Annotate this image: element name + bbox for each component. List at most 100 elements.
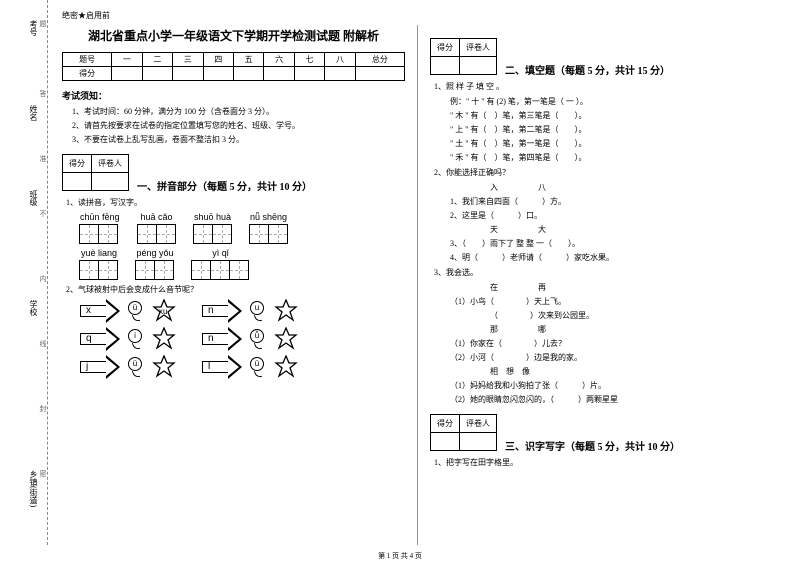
margin-label: 学校 <box>28 300 39 316</box>
arrow-icon: n <box>202 327 242 351</box>
margin-seal: 准 <box>38 155 48 162</box>
pinyin: yì qǐ <box>192 248 249 258</box>
fill-q2: 2、你能选择正确吗？ <box>434 167 773 178</box>
th: 总分 <box>355 53 404 67</box>
th: 三 <box>173 53 203 67</box>
fill-line: 4、明（ ）老师请（ ）家吃水果。 <box>450 252 773 263</box>
fill-line: " 上 " 有（ ）笔，第二笔是（ ）。 <box>450 124 773 135</box>
arrow-icon: n <box>202 299 242 323</box>
confidential-label: 绝密★启用前 <box>62 10 405 21</box>
pinyin: chūn fēng <box>80 212 120 222</box>
balloon-row: q i n ǚ <box>80 327 405 351</box>
exam-title: 湖北省重点小学一年级语文下学期开学检测试题 附解析 <box>62 27 405 44</box>
option-row: 天大 <box>490 224 773 235</box>
balloon-icon: u <box>250 301 266 321</box>
pinyin-row-2: yuè liang péng yǒu yì qǐ <box>80 248 405 280</box>
star-icon <box>274 355 298 379</box>
th: 二 <box>142 53 172 67</box>
arrow-icon: j <box>80 355 120 379</box>
column-right: 得分评卷人 二、填空题（每题 5 分，共计 15 分） 1、照 样 子 填 空 … <box>418 10 785 545</box>
td <box>112 67 142 81</box>
option-row: 相 想 像 <box>490 366 773 377</box>
margin-seal: 密 <box>38 470 48 477</box>
fill-q3: 3、我会选。 <box>434 267 773 278</box>
margin-seal: 答 <box>38 90 48 97</box>
pinyin: nǚ shēng <box>250 212 288 222</box>
pinyin-row-1: chūn fēng huā cǎo shuō huà nǚ shēng <box>80 212 405 244</box>
th: 一 <box>112 53 142 67</box>
section-2-title: 二、填空题（每题 5 分，共计 15 分） <box>505 62 670 77</box>
fill-line: " 禾 " 有（ ）笔，第四笔是（ ）。 <box>450 152 773 163</box>
section-3-title: 三、识字写字（每题 5 分，共计 10 分） <box>505 438 680 453</box>
th: 八 <box>325 53 355 67</box>
arrow-icon: x <box>80 299 120 323</box>
option-row: 入八 <box>490 182 773 193</box>
margin-seal: 内 <box>38 275 48 282</box>
fill-line: " 土 " 有（ ）笔，第一笔是（ ）。 <box>450 138 773 149</box>
fill-line: （1）小鸟（ ）天上飞。 <box>450 296 773 307</box>
margin-label: 班级 <box>28 190 39 206</box>
sb-c1: 得分 <box>63 155 92 173</box>
pinyin: yuè liang <box>80 248 118 258</box>
balloon-icon: ǚ <box>250 329 266 349</box>
fill-line: （1）妈妈给我和小狗拍了张（ ）片。 <box>450 380 773 391</box>
section-score-box: 得分评卷人 <box>430 38 497 75</box>
th: 七 <box>294 53 324 67</box>
section-1-title: 一、拼音部分（每题 5 分，共计 10 分） <box>137 178 312 193</box>
section-score-box: 得分评卷人 <box>430 414 497 451</box>
fill-line: 1、我们来自四面（ ）方。 <box>450 196 773 207</box>
fill-q1: 1、照 样 子 填 空 。 <box>434 81 773 92</box>
fill-line: （ ）次来到公园里。 <box>490 310 773 321</box>
margin-seal: 不 <box>38 210 48 217</box>
fill-example: 例：" 十 " 有 (2) 笔，第一笔是（ 一 ）。 <box>450 96 773 107</box>
th: 四 <box>203 53 233 67</box>
page: 绝密★启用前 湖北省重点小学一年级语文下学期开学检测试题 附解析 题号 一 二 … <box>0 0 800 545</box>
star-icon <box>152 355 176 379</box>
balloon-icon: ü <box>250 357 266 377</box>
binding-margin: 考号 姓名 班级 学校 乡镇(街道) 题 答 准 不 内 线 封 密 <box>0 0 48 545</box>
star-icon <box>152 327 176 351</box>
notes-heading: 考试须知： <box>62 89 405 102</box>
pinyin: shuō huà <box>194 212 232 222</box>
th: 六 <box>264 53 294 67</box>
note-line: 3、不要在试卷上乱写乱画，卷面不整洁扣 3 分。 <box>72 134 405 145</box>
tianzi-cell <box>79 224 99 244</box>
margin-seal: 封 <box>38 405 48 412</box>
td: 得分 <box>63 67 112 81</box>
pinyin: péng yǒu <box>136 248 174 258</box>
score-summary-table: 题号 一 二 三 四 五 六 七 八 总分 得分 <box>62 52 405 81</box>
balloon-row: x ü xu n u <box>80 299 405 323</box>
margin-seal: 题 <box>38 20 48 27</box>
margin-label: 姓名 <box>28 105 39 121</box>
fill-line: " 木 " 有（ ）笔，第三笔是（ ）。 <box>450 110 773 121</box>
star-icon <box>274 327 298 351</box>
note-line: 1、考试时间：60 分钟，满分为 100 分（含卷面分 3 分）。 <box>72 106 405 117</box>
column-left: 绝密★启用前 湖北省重点小学一年级语文下学期开学检测试题 附解析 题号 一 二 … <box>50 10 417 545</box>
fill-line: 3、（ ）雨下了 整 整 一（ ）。 <box>450 238 773 249</box>
star-icon <box>274 299 298 323</box>
fill-line: （1）你家在（ ）儿去？ <box>450 338 773 349</box>
balloon-row: j ü l ü <box>80 355 405 379</box>
pinyin: huā cǎo <box>138 212 176 222</box>
option-row: 那哪 <box>490 324 773 335</box>
margin-seal: 线 <box>38 340 48 347</box>
arrow-icon: l <box>202 355 242 379</box>
section-score-box: 得分评卷人 <box>62 154 129 191</box>
th: 题号 <box>63 53 112 67</box>
q1-stem: 1、读拼音，写汉字。 <box>66 197 405 208</box>
q2-stem: 2、气球被射中后会变成什么音节呢？ <box>66 284 405 295</box>
star-icon: xu <box>152 299 176 323</box>
balloon-icon: ü <box>128 301 144 321</box>
balloon-icon: ü <box>128 357 144 377</box>
q3-1: 1、把字写在田字格里。 <box>434 457 773 468</box>
note-line: 2、请首先按要求在试卷的指定位置填写您的姓名、班级、学号。 <box>72 120 405 131</box>
svg-text:xu: xu <box>159 307 167 316</box>
fill-line: （2）小河（ ）边是我的家。 <box>450 352 773 363</box>
fill-line: （2）她的眼睛忽闪忽闪的，（ ）两颗星星 <box>450 394 773 405</box>
th: 五 <box>233 53 263 67</box>
arrow-icon: q <box>80 327 120 351</box>
page-footer: 第 1 页 共 4 页 <box>0 551 800 561</box>
option-row: 在再 <box>490 282 773 293</box>
sb-c2: 评卷人 <box>92 155 129 173</box>
balloon-icon: i <box>128 329 144 349</box>
